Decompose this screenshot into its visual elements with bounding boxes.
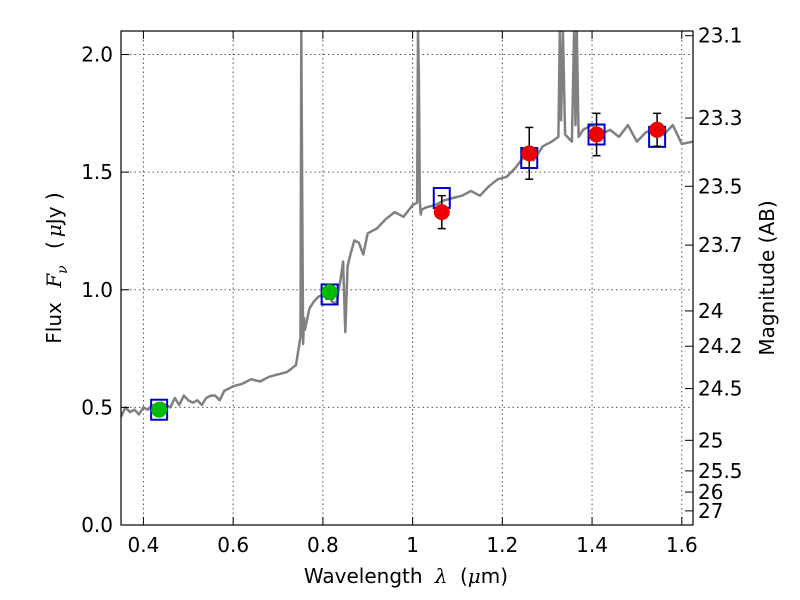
y-axis-label-unit-open: ( bbox=[42, 241, 66, 249]
y2-tick-label: 23.7 bbox=[698, 233, 743, 257]
observed-optical-point bbox=[321, 284, 338, 301]
x-tick-label: 0.8 bbox=[307, 533, 339, 557]
y-axis-label-subscript: ν bbox=[55, 265, 71, 274]
observed-nir-point bbox=[588, 126, 605, 143]
y-tick-label: 0.5 bbox=[81, 395, 113, 419]
axis-ticks: 0.4 0.6 0.8 1 1.2 1.4 1.6 0.0 0.5 1.0 1.5 2.0 23.1 23… bbox=[81, 24, 742, 557]
x-axis-label-unit-open: ( bbox=[460, 564, 468, 588]
x-tick-label: 1.6 bbox=[666, 533, 698, 557]
y2-tick-label: 24.5 bbox=[698, 377, 743, 401]
y2-tick-label: 26 bbox=[698, 480, 723, 504]
y-tick-label: 2.0 bbox=[81, 43, 113, 67]
x-tick-label: 1 bbox=[406, 533, 419, 557]
y-axis-label-unit-symbol: μ bbox=[42, 224, 66, 237]
x-tick-label: 1.2 bbox=[486, 533, 518, 557]
y2-tick-label: 27 bbox=[698, 499, 723, 523]
x-tick-label: 0.6 bbox=[217, 533, 249, 557]
y2-tick-label: 25 bbox=[698, 428, 723, 452]
y2-tick-label: 25.5 bbox=[698, 459, 743, 483]
y-tick-label: 1.5 bbox=[81, 160, 113, 184]
y2-tick-label: 23.3 bbox=[698, 106, 743, 130]
photometry-markers bbox=[150, 112, 667, 421]
x-tick-label: 1.4 bbox=[576, 533, 608, 557]
x-axis-label-symbol: λ bbox=[434, 564, 448, 588]
x-axis-label: Wavelength λ (μm) bbox=[304, 564, 508, 588]
x-axis-label-prefix: Wavelength bbox=[304, 564, 423, 588]
x-axis-label-unit-symbol: μ bbox=[468, 564, 481, 588]
x-axis-label-unit-rest: m) bbox=[481, 564, 508, 588]
observed-optical-point bbox=[151, 401, 168, 418]
observed-nir-point bbox=[649, 121, 666, 138]
y-tick-label: 0.0 bbox=[81, 513, 113, 537]
model-spectrum-line bbox=[121, 31, 693, 418]
y2-tick-label: 23.5 bbox=[698, 174, 743, 198]
y-axis-label-symbol: F bbox=[42, 273, 66, 289]
observed-nir-point bbox=[521, 145, 538, 162]
y-axis-label-prefix: Flux bbox=[42, 302, 66, 344]
y-axis-label: Flux Fν ( μJy ) bbox=[42, 192, 72, 343]
y2-tick-label: 23.1 bbox=[698, 24, 743, 48]
y-axis-label-unit-rest: Jy ) bbox=[42, 192, 66, 226]
plot-frame bbox=[120, 30, 694, 526]
observed-nir-point bbox=[433, 204, 450, 221]
y2-axis-label: Magnitude (AB) bbox=[755, 200, 779, 355]
y-tick-label: 1.0 bbox=[81, 278, 113, 302]
y2-tick-label: 24.2 bbox=[698, 334, 743, 358]
x-tick-label: 0.4 bbox=[128, 533, 160, 557]
y2-tick-label: 24 bbox=[698, 299, 723, 323]
